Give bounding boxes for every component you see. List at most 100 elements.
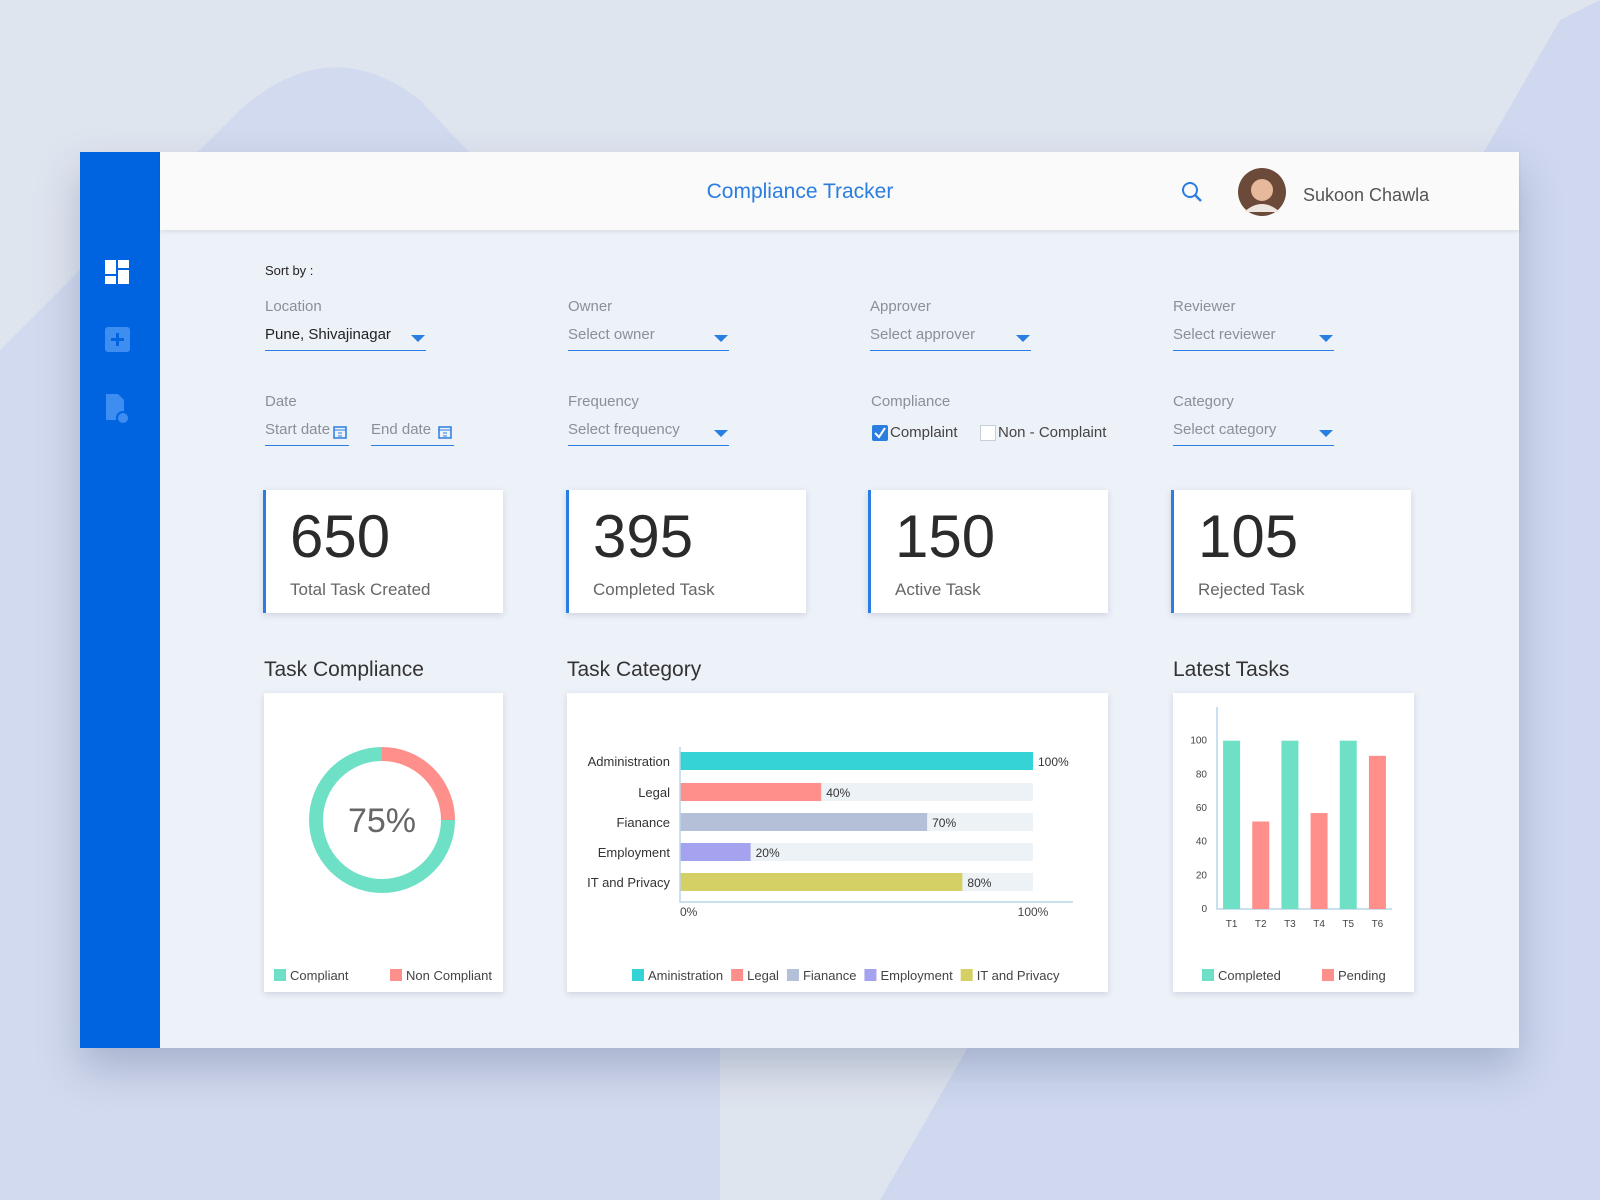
filter-label: Compliance — [871, 393, 951, 410]
stat-card: 105 Rejected Task — [1171, 490, 1411, 613]
stat-card: 395 Completed Task — [566, 490, 806, 613]
checkbox-checked — [872, 425, 888, 441]
bar — [680, 813, 928, 831]
user-name[interactable]: Sukoon Chawla — [1303, 185, 1430, 205]
stat-label: Completed Task — [593, 580, 715, 599]
checkbox-option[interactable]: Complaint — [871, 423, 1011, 443]
legend-swatch — [864, 969, 877, 981]
dropdown-placeholder: Select category — [1173, 421, 1277, 438]
dropdown-placeholder: Select frequency — [568, 421, 680, 438]
section-title: Latest Tasks — [1173, 658, 1290, 681]
filter-label: Category — [1173, 393, 1234, 410]
bar — [1368, 755, 1386, 909]
document-icon[interactable] — [106, 394, 130, 425]
calendar-icon — [439, 429, 451, 437]
category-label: IT and Privacy — [587, 875, 670, 890]
x-tick-label: T6 — [1372, 919, 1384, 930]
dropdown-placeholder: Select owner — [568, 326, 655, 343]
dropdown-arrow — [1016, 335, 1030, 342]
bar — [1252, 821, 1270, 909]
avatar[interactable] — [1238, 168, 1286, 216]
legend-label: Completed — [1218, 968, 1281, 983]
chart — [872, 425, 888, 441]
stat-label: Rejected Task — [1198, 580, 1305, 599]
y-tick-label: 20 — [1196, 870, 1208, 881]
dropdown-placeholder: Select approver — [870, 326, 976, 343]
x-tick-label: 100% — [1018, 905, 1049, 919]
checkbox-label: Complaint — [890, 424, 958, 441]
dropdown-arrow — [1319, 430, 1333, 437]
chart: Administration 100% Legal 40% Fianance 70% Emp… — [587, 747, 1073, 983]
calendar-icon — [334, 429, 346, 437]
dropdown[interactable]: Pune, Shivajinagar — [265, 324, 426, 351]
bar — [1281, 740, 1299, 909]
y-tick-label: 80 — [1196, 769, 1208, 780]
dropdown[interactable]: Select reviewer — [1173, 324, 1334, 351]
value-label: 40% — [826, 786, 850, 800]
stat-card: 150 Active Task — [868, 490, 1108, 613]
chart — [333, 426, 347, 439]
legend-label: Employment — [880, 968, 953, 983]
chart — [980, 425, 996, 441]
add-icon[interactable] — [105, 327, 130, 352]
date-placeholder: Start date — [265, 421, 331, 438]
chart-card: Administration 100% Legal 40% Fianance 70% Emp… — [567, 693, 1108, 992]
checkbox-label: Non - Complaint — [998, 424, 1107, 441]
chart: 0 20 40 60 80 100 T1 T2 T3 T4 T5 T6 Completed Pending — [1190, 707, 1392, 983]
stat-label: Active Task — [895, 580, 981, 599]
filter-label: Reviewer — [1173, 298, 1236, 315]
sidebar — [80, 152, 160, 1048]
value-label: 100% — [1038, 755, 1069, 769]
legend-label: IT and Privacy — [977, 968, 1060, 983]
sort-label: Sort by : — [265, 263, 314, 278]
dropdown-value: Pune, Shivajinagar — [265, 326, 391, 343]
y-tick-label: 100 — [1190, 736, 1207, 747]
checkbox-option[interactable]: Non - Complaint — [979, 423, 1119, 443]
dropdown[interactable]: Select owner — [568, 324, 729, 351]
dropdown[interactable]: Select frequency — [568, 419, 729, 446]
dropdown-arrow — [714, 335, 728, 342]
dashboard-icon[interactable] — [105, 260, 129, 284]
legend-label: Non Compliant — [406, 968, 492, 983]
value-label: 70% — [932, 816, 956, 830]
check-mark — [874, 427, 886, 439]
filter-label: Owner — [568, 298, 613, 315]
chart — [411, 335, 425, 342]
header — [160, 152, 1519, 230]
legend-swatch — [632, 969, 644, 981]
date-input[interactable]: End date — [371, 419, 454, 446]
axis-line — [679, 747, 1073, 903]
search-icon[interactable] — [1180, 180, 1204, 204]
x-tick-label: T1 — [1226, 919, 1238, 930]
legend-swatch — [1322, 969, 1334, 981]
legend-label: Aministration — [648, 968, 723, 983]
legend-label: Legal — [747, 968, 779, 983]
donut-segment — [309, 747, 455, 893]
filter-label: Date — [265, 393, 297, 410]
category-label: Employment — [598, 845, 671, 860]
bar — [680, 752, 1033, 770]
legend-label: Compliant — [290, 968, 349, 983]
x-tick-label: T3 — [1284, 919, 1296, 930]
dropdown[interactable]: Select category — [1173, 419, 1334, 446]
section-title: Task Category — [567, 658, 702, 681]
y-tick-label: 0 — [1201, 904, 1207, 915]
donut-segment — [381, 747, 455, 821]
dropdown-arrow — [411, 335, 425, 342]
dropdown[interactable]: Select approver — [870, 324, 1031, 351]
date-placeholder: End date — [371, 421, 432, 438]
y-tick-label: 40 — [1196, 837, 1208, 848]
legend-swatch — [731, 969, 744, 981]
bar-track — [680, 843, 1033, 861]
chart — [1319, 430, 1333, 437]
stat-value: 105 — [1198, 503, 1299, 570]
dropdown-placeholder: Select reviewer — [1173, 326, 1276, 343]
stat-label: Total Task Created — [290, 580, 431, 599]
filter-label: Approver — [870, 298, 931, 315]
stat-value: 395 — [593, 503, 694, 570]
filter-label: Location — [265, 298, 322, 315]
date-input[interactable]: Start date — [265, 419, 349, 446]
legend-swatch — [960, 969, 973, 981]
chart-card: 75% Compliant Non Compliant — [264, 693, 503, 992]
category-label: Fianance — [617, 815, 670, 830]
